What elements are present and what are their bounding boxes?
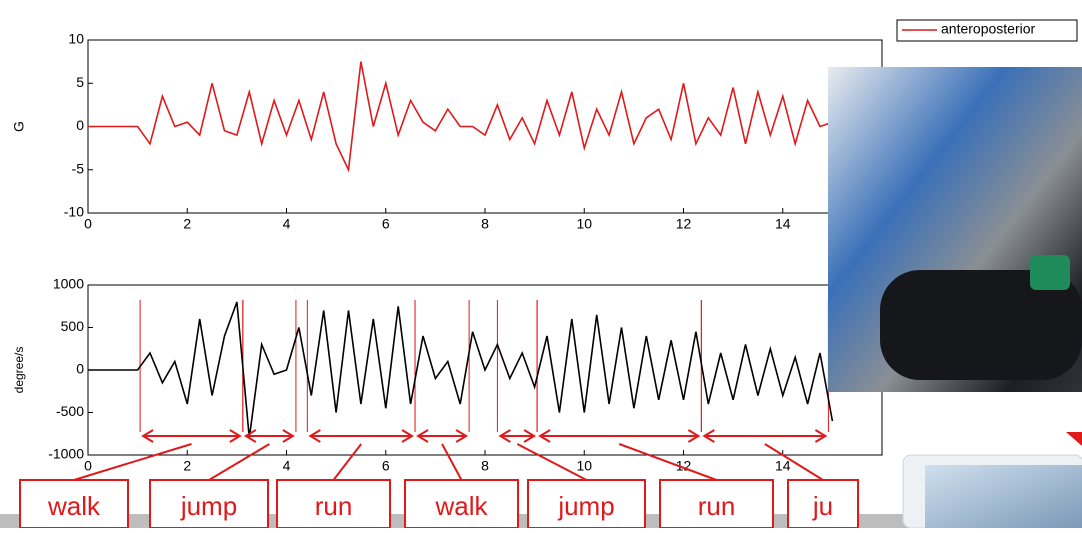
segment-arrow <box>702 429 828 443</box>
data-line <box>88 301 834 439</box>
y-tick-label: 10 <box>68 31 84 47</box>
segment-label: walk <box>434 491 488 521</box>
segment-label: walk <box>47 491 101 521</box>
y-axis-label: G <box>11 121 27 132</box>
label-box <box>787 479 859 529</box>
pointer <box>764 443 824 481</box>
segment-arrow <box>141 429 242 443</box>
y-tick-label: -10 <box>64 204 84 220</box>
label-box <box>659 479 774 529</box>
x-tick-label: 10 <box>576 216 592 232</box>
x-tick-label: 4 <box>283 458 291 474</box>
y-tick-label: -1000 <box>48 446 84 462</box>
legend-label: anteroposterior <box>941 21 1036 37</box>
segment-label: ju <box>812 491 833 521</box>
x-tick-label: 8 <box>481 458 489 474</box>
segment-arrow <box>416 429 469 443</box>
photo-sensor <box>1030 255 1070 290</box>
card-image <box>925 465 1082 528</box>
legend-box <box>896 19 1078 42</box>
x-tick-label: 14 <box>775 458 791 474</box>
y-tick-label: 0 <box>76 117 84 133</box>
x-tick-label: 2 <box>183 458 191 474</box>
pointer <box>208 443 270 481</box>
x-tick-label: 0 <box>84 216 92 232</box>
pointer <box>441 443 463 481</box>
y-tick-label: 5 <box>76 74 84 90</box>
y-tick-label: -5 <box>72 160 85 176</box>
label-box <box>19 479 129 529</box>
label-box <box>404 479 519 529</box>
pointer <box>73 443 192 481</box>
pointer <box>332 443 362 481</box>
pointer <box>516 443 587 481</box>
y-tick-label: 0 <box>76 361 84 377</box>
x-tick-label: 6 <box>382 216 390 232</box>
x-tick-label: 0 <box>84 458 92 474</box>
pointer <box>618 443 717 481</box>
y-tick-label: -500 <box>56 403 84 419</box>
segment-label: jump <box>180 491 237 521</box>
data-line <box>88 61 833 173</box>
y-tick-label: 1000 <box>53 276 84 292</box>
plot-frame <box>87 39 883 214</box>
x-tick-label: 2 <box>183 216 191 232</box>
segment-arrow <box>243 429 295 443</box>
y-axis-label: degree/s <box>12 347 26 394</box>
y-tick-label: 500 <box>61 318 85 334</box>
x-tick-label: 6 <box>382 458 390 474</box>
segment-arrow <box>538 429 701 443</box>
x-tick-label: 8 <box>481 216 489 232</box>
segment-label: run <box>698 491 736 521</box>
segment-label: run <box>315 491 353 521</box>
x-tick-label: 4 <box>283 216 291 232</box>
label-box <box>527 479 646 529</box>
label-box <box>149 479 269 529</box>
red-marker <box>1066 432 1082 446</box>
photo-shoe <box>880 270 1082 380</box>
x-tick-label: 10 <box>576 458 592 474</box>
segment-arrow <box>308 429 414 443</box>
segment-arrow <box>498 429 537 443</box>
x-tick-label: 12 <box>676 216 692 232</box>
x-tick-label: 14 <box>775 216 791 232</box>
segment-label: jump <box>557 491 614 521</box>
